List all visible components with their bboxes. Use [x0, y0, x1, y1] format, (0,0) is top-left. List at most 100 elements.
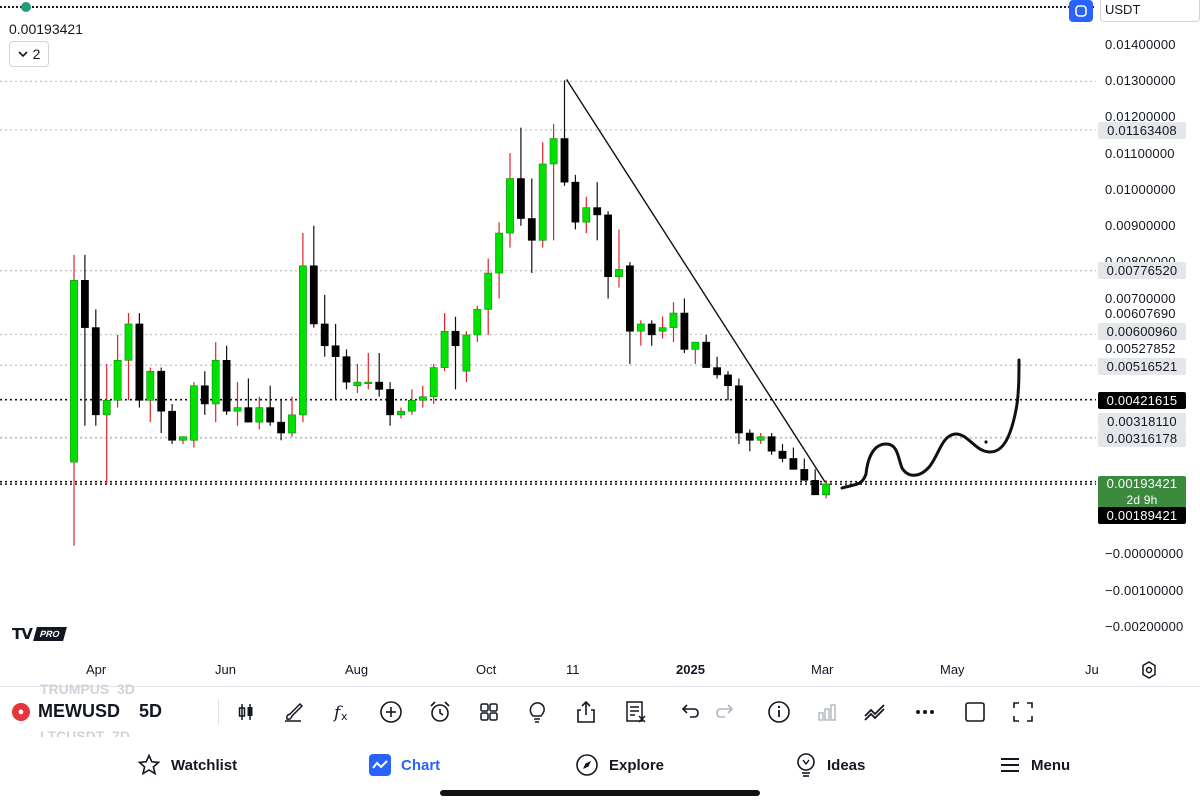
candle-body — [102, 400, 111, 416]
candle-body — [70, 280, 78, 463]
price-axis-label: −0.00200000 — [1105, 619, 1184, 634]
nav-explore[interactable]: Explore — [575, 753, 664, 777]
bars-icon[interactable] — [814, 699, 840, 725]
lightbulb-icon[interactable] — [524, 699, 550, 725]
candle-body — [767, 436, 776, 452]
candle-body — [495, 232, 503, 274]
checklist-icon[interactable] — [623, 699, 649, 725]
candle-body — [397, 410, 405, 416]
candle-body — [81, 280, 89, 328]
candle-body — [800, 469, 809, 481]
candle-body — [527, 218, 536, 241]
candle-body — [506, 178, 514, 234]
alarm-icon[interactable] — [427, 699, 453, 725]
candle-body — [190, 385, 198, 441]
candle-body — [669, 312, 678, 328]
candle-body — [331, 345, 340, 357]
time-axis-label: Jun — [215, 662, 236, 677]
hamburger-icon — [1001, 758, 1019, 772]
nav-ideas[interactable]: Ideas — [795, 753, 865, 777]
time-axis-label: Aug — [345, 662, 369, 677]
user-drawings[interactable] — [565, 78, 1021, 490]
candle-body — [582, 207, 591, 223]
sync-button[interactable] — [1069, 0, 1093, 22]
candle-body — [222, 360, 231, 412]
candle-body — [91, 327, 100, 416]
candle-body — [647, 323, 656, 336]
candle-body — [778, 450, 787, 459]
sync-icon — [1075, 5, 1087, 17]
more-icon[interactable] — [912, 699, 938, 725]
price-axis-label: 0.00607690 — [1105, 306, 1176, 321]
interval-selector[interactable]: 5D — [139, 701, 163, 721]
candle-body — [625, 265, 634, 332]
candle-body — [734, 385, 743, 434]
current-price: 0.00193421 — [1106, 476, 1178, 491]
bar-countdown: 2d 9h — [1126, 493, 1158, 507]
ghost-watchlist-row: LTCUSDT 7D — [40, 728, 130, 737]
candle-body — [320, 323, 329, 347]
grid-icon[interactable] — [476, 699, 502, 725]
nav-menu[interactable]: Menu — [999, 753, 1070, 777]
projection-path — [840, 358, 1021, 490]
collapse-legend-button[interactable]: 2 — [9, 41, 49, 67]
candle-body — [451, 330, 460, 347]
square-icon[interactable] — [962, 699, 988, 725]
level-tag[interactable]: 0.00776520 — [1098, 262, 1186, 279]
chart-settings-button[interactable] — [1139, 660, 1159, 680]
nav-chart[interactable]: Chart — [369, 753, 440, 777]
nav-watchlist[interactable]: Watchlist — [137, 753, 237, 777]
candle-body — [822, 483, 830, 496]
bulb-icon — [797, 753, 815, 777]
replay-icon[interactable] — [862, 699, 888, 725]
level-tag[interactable]: 0.00421615 — [1098, 392, 1186, 409]
candle-body — [233, 407, 242, 412]
price-axis-label: 0.01000000 — [1105, 182, 1176, 197]
level-tag[interactable]: 0.00600960 — [1098, 323, 1186, 340]
candles-icon[interactable] — [233, 699, 259, 725]
time-axis-label: Apr — [86, 662, 107, 677]
level-tag[interactable]: 0.00516521 — [1098, 358, 1186, 375]
candle-body — [386, 389, 394, 416]
price-chart[interactable] — [0, 0, 1200, 690]
price-axis-label: 0.00900000 — [1105, 218, 1176, 233]
symbol-selector[interactable]: ● MEWUSDT — [12, 701, 120, 722]
price-axis-label: −0.00000000 — [1105, 546, 1184, 561]
top-dotted-line — [0, 6, 1094, 8]
toolbar-divider — [218, 699, 219, 725]
drag-handle-dot[interactable] — [21, 2, 31, 12]
symbol-name: MEWUSDT — [38, 701, 120, 721]
candle-body — [691, 341, 700, 350]
level-tag[interactable]: 0.00318110 — [1098, 413, 1186, 430]
level-tag[interactable]: 0.01163408 — [1098, 122, 1186, 139]
candle-body — [113, 360, 122, 401]
redo-icon[interactable] — [713, 699, 739, 725]
horizontal-levels — [0, 80, 1096, 485]
candle-body — [560, 138, 569, 183]
symbol-avatar: ● — [12, 702, 30, 721]
brush-icon[interactable] — [281, 699, 307, 725]
plus-circle-icon[interactable] — [378, 699, 404, 725]
share-icon[interactable] — [573, 699, 599, 725]
candle-body — [484, 272, 493, 310]
candle-body — [680, 312, 689, 350]
home-indicator — [440, 790, 760, 796]
candle-body — [745, 432, 754, 441]
candle-body — [168, 410, 176, 441]
currency-selector[interactable]: USDT — [1100, 0, 1200, 22]
candle-body — [244, 407, 253, 423]
collapse-count: 2 — [32, 46, 41, 62]
candle-body — [266, 407, 275, 423]
price-axis-label: 0.01200000 — [1105, 109, 1176, 124]
undo-icon[interactable] — [676, 699, 702, 725]
fullscreen-icon[interactable] — [1010, 699, 1036, 725]
candle-body — [516, 178, 525, 219]
level-tag[interactable]: 0.00189421 — [1098, 507, 1186, 524]
time-axis-label-year: 2025 — [676, 662, 705, 677]
candle-body — [179, 436, 187, 441]
candle-body — [571, 181, 580, 223]
info-icon[interactable] — [766, 699, 792, 725]
level-tag[interactable]: 0.00316178 — [1098, 430, 1186, 447]
candle-body — [146, 370, 155, 401]
